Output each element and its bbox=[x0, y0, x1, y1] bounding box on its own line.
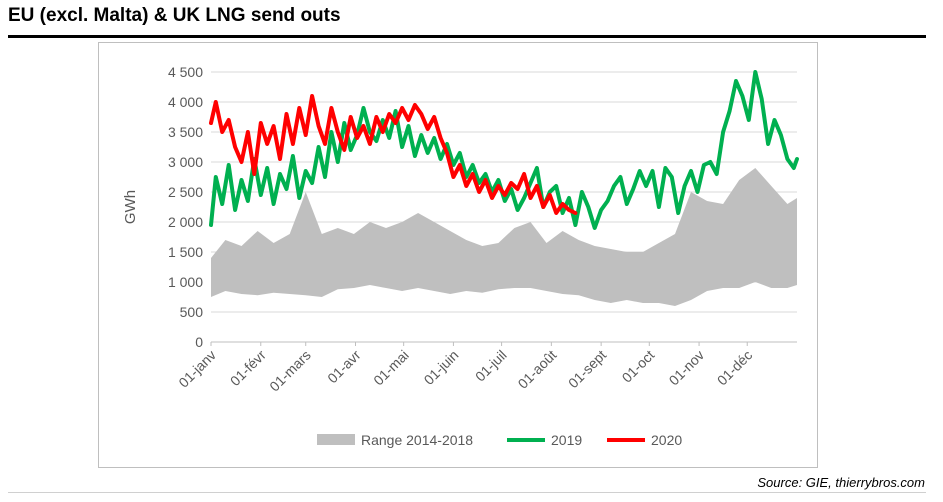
y-tick-label: 4 000 bbox=[168, 94, 203, 110]
x-tick-label: 01-nov bbox=[666, 347, 708, 389]
y-tick-label: 2 500 bbox=[168, 184, 203, 200]
series-line-2019 bbox=[209, 70, 799, 230]
y-tick-label: 500 bbox=[180, 304, 204, 320]
y-axis-title: GWh bbox=[122, 190, 139, 224]
y-tick-label: 1 000 bbox=[168, 274, 203, 290]
legend-label: 2019 bbox=[551, 432, 582, 448]
x-tick-label: 01-juin bbox=[421, 347, 462, 388]
chart-frame: 0 500 1 000 1 500 2 000 2 500 3 000 3 500 4 000 4… bbox=[98, 42, 818, 468]
x-tick-label: 01-août bbox=[515, 347, 560, 392]
x-tick-label: 01-avr bbox=[324, 347, 364, 387]
x-tick-label: 01-mars bbox=[266, 347, 314, 395]
y-tick-label: 0 bbox=[195, 334, 203, 350]
bottom-divider bbox=[8, 492, 926, 493]
x-tick-label: 01-janv bbox=[175, 347, 219, 391]
x-tick-label: 01-oct bbox=[619, 347, 658, 386]
x-tick-label: 01-mai bbox=[370, 347, 412, 389]
x-tick-label: 01-déc bbox=[714, 347, 756, 389]
y-tick-label: 4 500 bbox=[168, 64, 203, 80]
range-2014-2018-area bbox=[211, 168, 797, 306]
chart-title: EU (excl. Malta) & UK LNG send outs bbox=[8, 5, 341, 26]
legend-label: Range 2014-2018 bbox=[361, 432, 473, 448]
x-tick-label: 01-juil bbox=[472, 347, 510, 385]
y-tick-label: 1 500 bbox=[168, 244, 203, 260]
chart-svg: 0 500 1 000 1 500 2 000 2 500 3 000 3 500 4 000 4… bbox=[122, 64, 799, 448]
y-tick-label: 2 000 bbox=[168, 214, 203, 230]
source-note: Source: GIE, thierrybros.com bbox=[757, 475, 925, 490]
x-tick-label: 01-sept bbox=[565, 347, 609, 391]
y-tick-label: 3 500 bbox=[168, 124, 203, 140]
legend-label: 2020 bbox=[651, 432, 682, 448]
y-tick-label: 3 000 bbox=[168, 154, 203, 170]
title-underline bbox=[8, 35, 926, 38]
legend-swatch-range bbox=[317, 434, 355, 445]
series-line-2020 bbox=[209, 94, 578, 215]
x-tick-label: 01-févr bbox=[227, 347, 269, 389]
